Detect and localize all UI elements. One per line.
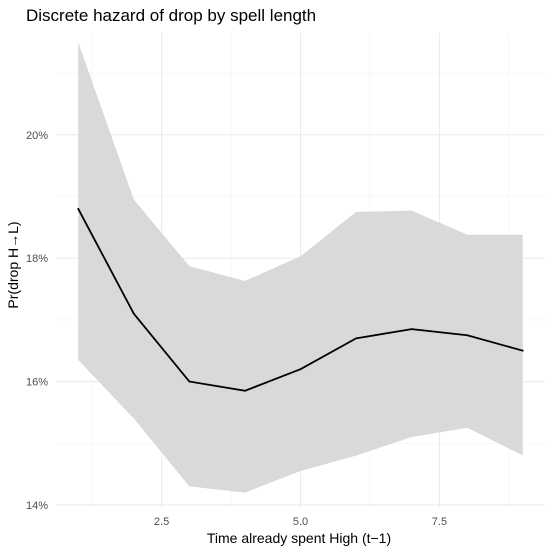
hazard-point — [355, 337, 357, 340]
confidence-band-layer — [78, 42, 523, 493]
y-tick-label: 18% — [26, 253, 48, 265]
y-tick-label: 16% — [26, 377, 48, 389]
hazard-point — [299, 368, 302, 371]
x-axis-title: Time already spent High (t−1) — [207, 530, 391, 546]
hazard-point — [466, 334, 469, 337]
y-tick-label: 14% — [26, 500, 48, 512]
x-tick-label: 5.0 — [293, 516, 308, 528]
x-axis-ticks: 2.5 5.0 7.5 — [154, 516, 447, 528]
hazard-point — [410, 328, 413, 331]
x-tick-label: 2.5 — [154, 516, 169, 528]
y-axis-title: Pr(drop H→L) — [5, 221, 21, 308]
chart-title: Discrete hazard of drop by spell length — [26, 6, 316, 25]
hazard-point — [521, 349, 524, 352]
x-tick-label: 7.5 — [432, 516, 447, 528]
hazard-point — [188, 380, 191, 383]
hazard-point — [132, 312, 135, 315]
confidence-band — [78, 42, 523, 493]
series-line-layer — [77, 207, 524, 392]
hazard-point — [77, 207, 80, 210]
hazard-point — [244, 389, 246, 392]
y-axis-ticks: 14% 16% 18% 20% — [26, 130, 48, 512]
y-tick-label: 20% — [26, 130, 48, 142]
